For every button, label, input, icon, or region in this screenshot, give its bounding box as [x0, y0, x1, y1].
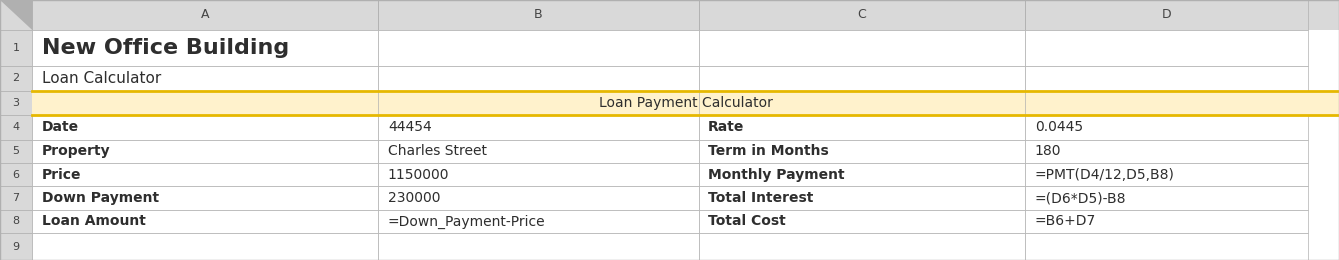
Text: Date: Date — [42, 120, 79, 134]
Text: 6: 6 — [12, 170, 20, 180]
Text: Charles Street: Charles Street — [388, 144, 487, 158]
Text: 8: 8 — [12, 217, 20, 226]
Bar — [1026, 186, 1308, 210]
Bar — [379, 0, 699, 30]
Bar — [0, 233, 32, 260]
Bar — [0, 140, 32, 163]
Bar — [699, 66, 1026, 91]
Text: 5: 5 — [12, 146, 20, 156]
Bar — [1026, 140, 1308, 163]
Text: 4: 4 — [12, 122, 20, 132]
Bar — [379, 66, 699, 91]
Bar — [0, 91, 32, 115]
Text: Loan Amount: Loan Amount — [42, 214, 146, 229]
Bar — [0, 0, 1339, 30]
Bar — [0, 30, 32, 66]
Text: 180: 180 — [1035, 144, 1062, 158]
Bar — [699, 233, 1026, 260]
Bar — [379, 233, 699, 260]
Text: Loan Payment Calculator: Loan Payment Calculator — [599, 96, 773, 110]
Text: 1: 1 — [12, 43, 20, 53]
Bar — [1026, 210, 1308, 233]
Text: Property: Property — [42, 144, 110, 158]
Bar — [32, 115, 379, 140]
Bar — [699, 186, 1026, 210]
Bar — [32, 186, 379, 210]
Bar — [1026, 233, 1308, 260]
Bar — [0, 210, 32, 233]
Text: 44454: 44454 — [388, 120, 431, 134]
Bar — [699, 0, 1026, 30]
Text: Term in Months: Term in Months — [708, 144, 829, 158]
Bar — [32, 30, 379, 66]
Bar — [0, 115, 32, 140]
Text: Monthly Payment: Monthly Payment — [708, 168, 845, 182]
Bar — [0, 66, 32, 91]
Text: Total Interest: Total Interest — [708, 191, 813, 205]
Bar — [32, 163, 379, 186]
Text: =(D6*D5)-B8: =(D6*D5)-B8 — [1035, 191, 1126, 205]
Bar — [699, 140, 1026, 163]
Text: D: D — [1162, 8, 1172, 21]
Bar — [32, 233, 379, 260]
Bar — [379, 115, 699, 140]
Bar — [0, 0, 32, 30]
Text: 9: 9 — [12, 242, 20, 252]
Text: New Office Building: New Office Building — [42, 38, 289, 58]
Text: B: B — [534, 8, 542, 21]
Text: 1150000: 1150000 — [388, 168, 450, 182]
Bar — [379, 186, 699, 210]
Text: 7: 7 — [12, 193, 20, 203]
Text: C: C — [857, 8, 866, 21]
Bar — [1026, 66, 1308, 91]
Text: =PMT(D4/12,D5,B8): =PMT(D4/12,D5,B8) — [1035, 168, 1174, 182]
Bar — [1026, 163, 1308, 186]
Text: Rate: Rate — [708, 120, 744, 134]
Text: Price: Price — [42, 168, 80, 182]
Text: 3: 3 — [12, 98, 20, 108]
Bar — [379, 140, 699, 163]
Bar — [1026, 115, 1308, 140]
Text: Loan Calculator: Loan Calculator — [42, 71, 161, 86]
Text: =Down_Payment-Price: =Down_Payment-Price — [388, 214, 545, 229]
Bar — [699, 210, 1026, 233]
Text: =B6+D7: =B6+D7 — [1035, 214, 1097, 229]
Bar — [0, 163, 32, 186]
Bar — [32, 91, 1339, 115]
Bar — [1026, 30, 1308, 66]
Bar — [1026, 0, 1308, 30]
Bar — [699, 30, 1026, 66]
Bar — [32, 140, 379, 163]
Bar — [32, 66, 379, 91]
Bar — [32, 210, 379, 233]
Bar — [379, 30, 699, 66]
Bar — [32, 0, 379, 30]
Text: Total Cost: Total Cost — [708, 214, 786, 229]
Bar — [379, 163, 699, 186]
Text: 2: 2 — [12, 73, 20, 83]
Text: 230000: 230000 — [388, 191, 441, 205]
Text: 0.0445: 0.0445 — [1035, 120, 1083, 134]
Bar — [699, 163, 1026, 186]
Bar — [379, 210, 699, 233]
Text: A: A — [201, 8, 209, 21]
Bar — [699, 115, 1026, 140]
Bar — [0, 186, 32, 210]
Polygon shape — [0, 0, 32, 30]
Text: Down Payment: Down Payment — [42, 191, 158, 205]
